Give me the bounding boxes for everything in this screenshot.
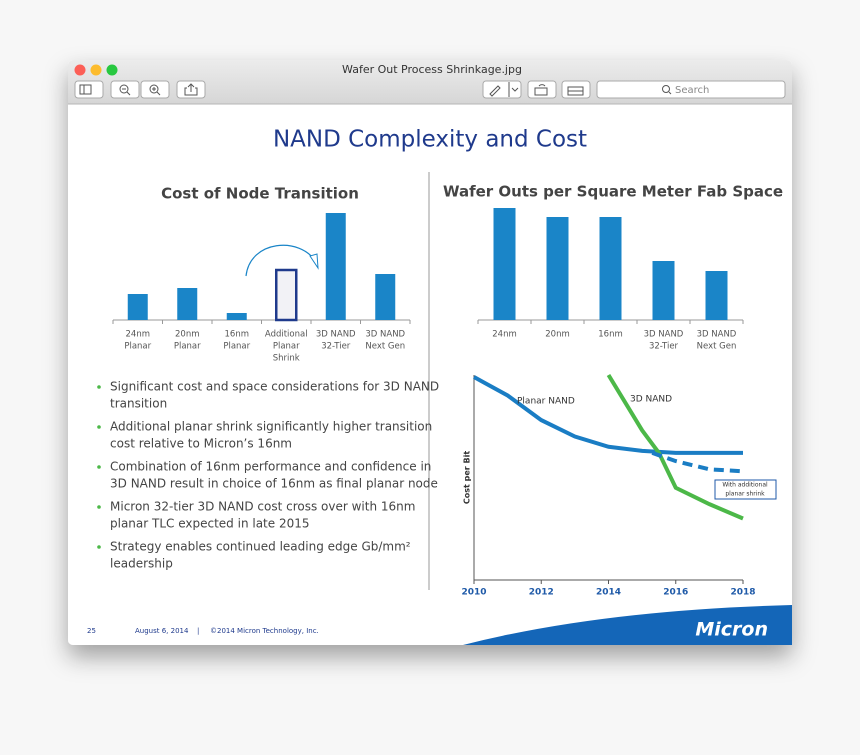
series-label: Planar NAND <box>517 397 575 407</box>
footer-date: August 6, 2014 <box>135 627 189 635</box>
x-tick-label: 20nm <box>545 330 569 340</box>
slide-title: NAND Complexity and Cost <box>273 127 587 153</box>
bullet-dot <box>97 465 101 469</box>
x-tick-label: 20nm <box>175 330 199 340</box>
line-series <box>473 375 743 455</box>
x-tick-label: 32-Tier <box>321 342 351 352</box>
bullet-dot <box>97 505 101 509</box>
bar <box>275 268 298 322</box>
x-tick-label: 2018 <box>730 588 755 598</box>
bar <box>705 271 728 320</box>
bar <box>599 217 622 320</box>
bullet-text: Significant cost and space consideration… <box>110 380 439 394</box>
series-label: With additional <box>722 482 768 489</box>
x-tick-label: 24nm <box>126 330 150 340</box>
window-title: Wafer Out Process Shrinkage.jpg <box>342 63 522 76</box>
chart-title: Cost of Node Transition <box>161 185 359 203</box>
zoom-button[interactable] <box>106 64 118 76</box>
line-series <box>606 373 744 521</box>
search-field[interactable] <box>596 80 786 99</box>
bar <box>546 217 569 320</box>
x-tick-label: Next Gen <box>697 342 737 352</box>
transition-arrow <box>245 244 317 277</box>
x-tick-label: Planar <box>174 342 201 352</box>
window <box>68 60 792 645</box>
bar <box>493 208 516 320</box>
bullet-text: 3D NAND result in choice of 16nm as fina… <box>110 477 438 491</box>
footer-copyright: ©2014 Micron Technology, Inc. <box>210 627 319 635</box>
bullet-text: leadership <box>110 557 173 571</box>
search-placeholder: Search <box>675 85 709 96</box>
x-tick-label: Next Gen <box>365 342 405 352</box>
bullet-dot <box>97 545 101 549</box>
minimize-button[interactable] <box>90 64 102 76</box>
series-label: planar shrink <box>725 491 765 498</box>
series-label: 3D NAND <box>630 395 672 405</box>
bar <box>325 213 346 320</box>
sidebar-button[interactable] <box>74 80 104 99</box>
x-tick-label: 2012 <box>529 588 554 598</box>
bullet-text: transition <box>110 397 167 411</box>
x-tick-label: 3D NAND <box>365 330 405 340</box>
bar <box>226 313 247 320</box>
close-button[interactable] <box>74 64 86 76</box>
logo: Micron <box>695 619 768 641</box>
page-number: 25 <box>87 627 96 635</box>
markup-button[interactable] <box>482 80 522 99</box>
bar <box>127 294 148 320</box>
bar <box>375 274 396 320</box>
arrow-head <box>309 253 319 270</box>
bullet-text: planar TLC expected in late 2015 <box>110 517 310 531</box>
bullet-dot <box>97 385 101 389</box>
x-tick-label: 2014 <box>596 588 621 598</box>
bar <box>652 261 675 320</box>
x-tick-label: 24nm <box>492 330 516 340</box>
x-tick-label: 32-Tier <box>649 342 679 352</box>
x-tick-label: 16nm <box>598 330 622 340</box>
x-tick-label: 2010 <box>461 588 486 598</box>
x-tick-label: 16nm <box>225 330 249 340</box>
x-tick-label: Planar <box>273 342 300 352</box>
annotation-box <box>714 479 777 500</box>
x-tick-label: 3D NAND <box>316 330 356 340</box>
bullet-text: Strategy enables continued leading edge … <box>110 540 411 554</box>
bar <box>177 288 198 320</box>
y-axis-label: Cost per Bit <box>463 451 472 504</box>
x-tick-label: Planar <box>223 342 250 352</box>
bullet-text: Additional planar shrink significantly h… <box>110 420 432 434</box>
chart-title: Wafer Outs per Square Meter Fab Space <box>443 183 783 201</box>
x-tick-label: 2016 <box>663 588 688 598</box>
footer-separator: | <box>197 627 199 635</box>
bullet-text: Micron 32-tier 3D NAND cost cross over w… <box>110 500 415 514</box>
x-tick-label: 3D NAND <box>697 330 737 340</box>
x-tick-label: Additional <box>265 330 308 340</box>
footer-swoosh <box>463 605 792 645</box>
bullet-text: cost relative to Micron’s 16nm <box>110 437 292 451</box>
x-tick-label: 3D NAND <box>644 330 684 340</box>
bullet-dot <box>97 425 101 429</box>
bullet-text: Combination of 16nm performance and conf… <box>110 460 431 474</box>
x-tick-label: Planar <box>124 342 151 352</box>
x-tick-label: Shrink <box>273 354 300 364</box>
toolbar-icons <box>79 82 672 97</box>
